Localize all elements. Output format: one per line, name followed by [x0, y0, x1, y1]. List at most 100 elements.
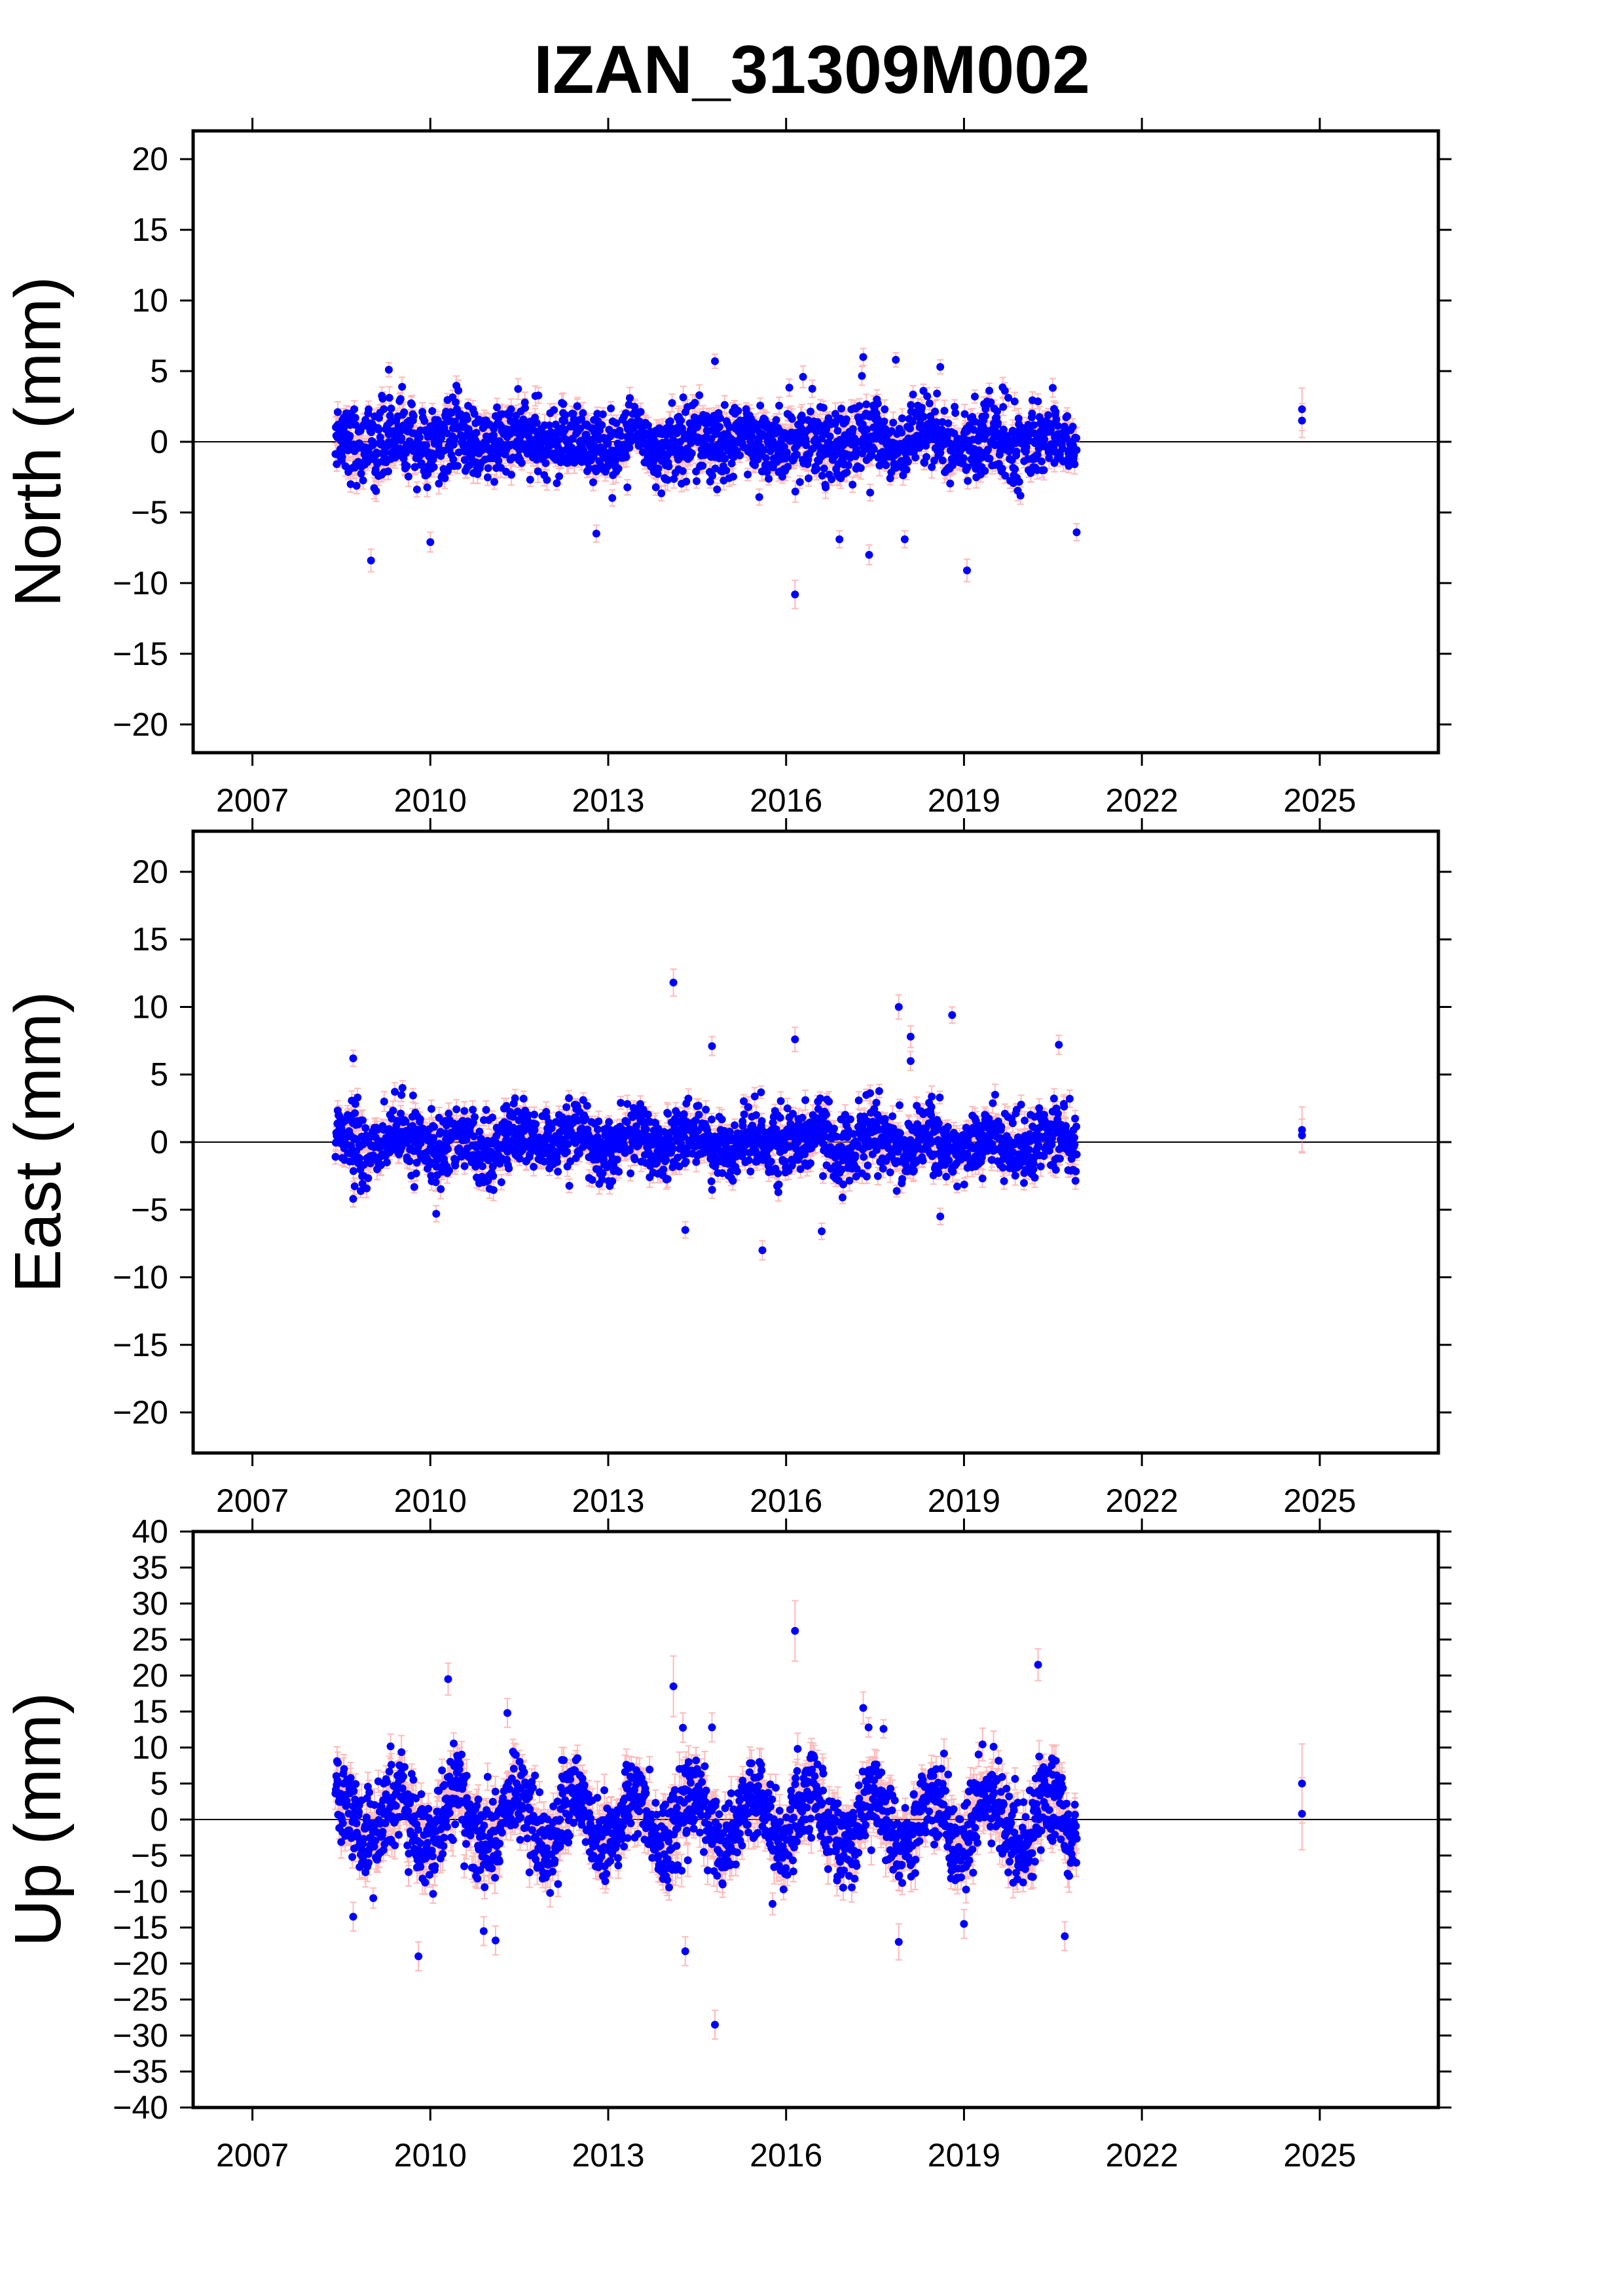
east-point [837, 1166, 846, 1174]
north-point [951, 409, 960, 417]
east-y-tick-label: 5 [150, 1056, 168, 1093]
north-point [464, 415, 471, 423]
up-point [338, 1819, 347, 1827]
north-point [856, 464, 865, 473]
up-point [684, 1856, 692, 1865]
north-point [374, 425, 383, 434]
up-point [614, 1861, 623, 1870]
east-point [1070, 1134, 1078, 1142]
north-point [545, 422, 554, 429]
east-point [554, 1168, 562, 1176]
north-point [960, 410, 969, 418]
north-point [464, 425, 473, 433]
north-point [591, 442, 599, 450]
north-point [380, 405, 388, 414]
up-point [397, 1748, 406, 1757]
up-point [460, 1862, 469, 1871]
east-point [783, 1104, 792, 1113]
north-point [1016, 492, 1025, 500]
up-point [399, 1772, 407, 1781]
east-point [598, 1169, 607, 1177]
east-point [1065, 1094, 1074, 1103]
east-point [1025, 1130, 1034, 1138]
east-point [1012, 1105, 1021, 1114]
east-point [909, 1166, 918, 1175]
up-point [574, 1754, 582, 1763]
up-point [448, 1836, 457, 1844]
up-point [528, 1826, 536, 1835]
up-point [355, 1808, 363, 1816]
east-point [729, 1177, 737, 1185]
up-point [731, 1860, 740, 1869]
up-point [577, 1821, 586, 1829]
north-point [679, 393, 687, 402]
up-point [365, 1859, 373, 1867]
north-point [1035, 413, 1044, 422]
north-x-tick-label: 2016 [750, 782, 822, 819]
up-point [580, 1781, 589, 1789]
up-point [369, 1894, 378, 1903]
east-point [630, 1155, 639, 1164]
east-point [796, 1165, 805, 1174]
east-point [489, 1172, 498, 1180]
north-error-bars [332, 348, 1305, 609]
east-point [405, 1157, 414, 1166]
north-point [818, 471, 826, 480]
north-point [716, 414, 725, 422]
up-point [488, 1864, 496, 1873]
up-point [523, 1834, 532, 1842]
north-point [550, 406, 558, 414]
east-point [757, 1088, 765, 1096]
north-point [932, 418, 941, 427]
east-point [781, 1157, 790, 1166]
east-point [445, 1109, 453, 1118]
up-point [553, 1797, 562, 1806]
east-point [1072, 1122, 1080, 1131]
north-point [938, 456, 947, 465]
up-point [395, 1813, 404, 1821]
up-point [483, 1772, 492, 1781]
east-point [1036, 1162, 1045, 1171]
east-point [718, 1169, 727, 1177]
east-point [798, 1113, 807, 1122]
east-point [349, 1194, 357, 1203]
east-point [642, 1125, 650, 1134]
north-point [791, 590, 799, 599]
east-point [919, 1157, 927, 1165]
east-point [565, 1094, 573, 1102]
up-point [352, 1819, 361, 1827]
north-point [855, 402, 864, 410]
north-point [761, 454, 770, 462]
north-point [412, 485, 421, 493]
north-point [1040, 466, 1048, 475]
up-point [480, 1821, 488, 1830]
up-point [462, 1772, 471, 1780]
east-point [791, 1035, 799, 1043]
north-point [687, 439, 695, 447]
north-point [933, 389, 941, 398]
east-point [872, 1098, 881, 1107]
north-point [1072, 434, 1080, 442]
north-point [908, 418, 917, 426]
north-point [687, 449, 696, 457]
north-point [426, 538, 435, 547]
north-point [677, 416, 685, 425]
north-y-tick-label: 0 [150, 423, 168, 460]
north-point [907, 401, 915, 409]
north-point [693, 477, 701, 486]
north-point [1044, 411, 1053, 420]
east-point [530, 1126, 539, 1134]
up-point [672, 1842, 681, 1850]
east-point [479, 1162, 486, 1170]
north-point [784, 463, 792, 471]
east-point [991, 1090, 999, 1099]
north-point [350, 405, 359, 414]
north-point [725, 423, 734, 432]
north-point [514, 385, 522, 393]
north-x-tick-label: 2022 [1106, 782, 1178, 819]
north-point [560, 417, 569, 425]
east-point [839, 1180, 847, 1189]
up-point [618, 1835, 626, 1843]
east-y-tick-label: 10 [132, 988, 168, 1025]
north-point [408, 400, 416, 408]
